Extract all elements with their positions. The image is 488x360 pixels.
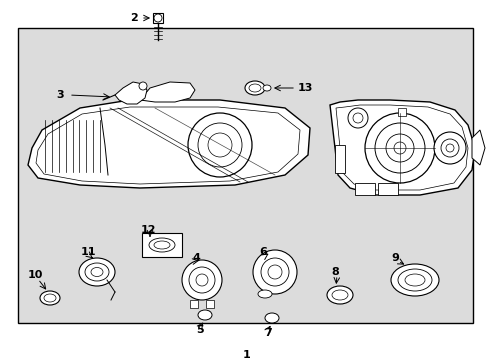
Polygon shape: [140, 82, 195, 102]
Text: 3: 3: [56, 90, 63, 100]
Text: 6: 6: [259, 247, 266, 257]
Circle shape: [364, 113, 434, 183]
Circle shape: [267, 265, 282, 279]
Polygon shape: [471, 130, 484, 165]
Circle shape: [182, 260, 222, 300]
Circle shape: [207, 133, 231, 157]
Text: 9: 9: [390, 253, 398, 263]
Text: 10: 10: [27, 270, 42, 280]
Bar: [377, 183, 397, 195]
Ellipse shape: [390, 264, 438, 296]
Text: 1: 1: [243, 350, 250, 360]
Bar: [153, 13, 163, 23]
Polygon shape: [28, 100, 309, 188]
Bar: [334, 145, 345, 173]
Ellipse shape: [85, 263, 109, 281]
Circle shape: [445, 144, 453, 152]
Ellipse shape: [91, 267, 103, 276]
Circle shape: [347, 108, 367, 128]
Circle shape: [252, 250, 296, 294]
Bar: [18, 28, 472, 323]
Text: 2: 2: [130, 13, 138, 23]
Circle shape: [440, 139, 458, 157]
Polygon shape: [115, 82, 147, 104]
Ellipse shape: [258, 290, 271, 298]
Ellipse shape: [264, 313, 279, 323]
Circle shape: [433, 132, 465, 164]
Ellipse shape: [404, 274, 424, 286]
Ellipse shape: [154, 241, 170, 249]
Bar: [190, 300, 198, 308]
Text: 8: 8: [330, 267, 338, 277]
Ellipse shape: [79, 258, 115, 286]
Polygon shape: [329, 100, 474, 195]
Circle shape: [139, 82, 147, 90]
Ellipse shape: [44, 294, 56, 302]
Text: 5: 5: [196, 325, 203, 335]
Circle shape: [352, 113, 362, 123]
Ellipse shape: [263, 85, 270, 91]
Ellipse shape: [326, 286, 352, 304]
Circle shape: [154, 14, 162, 22]
Circle shape: [189, 267, 215, 293]
Circle shape: [374, 123, 424, 173]
Circle shape: [393, 142, 405, 154]
Text: 11: 11: [80, 247, 96, 257]
Circle shape: [198, 123, 242, 167]
Circle shape: [261, 258, 288, 286]
Bar: [142, 233, 182, 257]
Text: 7: 7: [264, 328, 271, 338]
Ellipse shape: [397, 269, 431, 291]
Circle shape: [187, 113, 251, 177]
Text: 4: 4: [192, 253, 200, 263]
Circle shape: [196, 274, 207, 286]
Ellipse shape: [198, 310, 212, 320]
Text: 12: 12: [140, 225, 156, 235]
Text: 13: 13: [297, 83, 313, 93]
Bar: [205, 300, 214, 308]
Ellipse shape: [244, 81, 264, 95]
Ellipse shape: [40, 291, 60, 305]
Ellipse shape: [248, 84, 261, 92]
Bar: [397, 108, 405, 116]
Circle shape: [385, 134, 413, 162]
Bar: [354, 183, 374, 195]
Ellipse shape: [331, 290, 347, 300]
Ellipse shape: [149, 238, 175, 252]
